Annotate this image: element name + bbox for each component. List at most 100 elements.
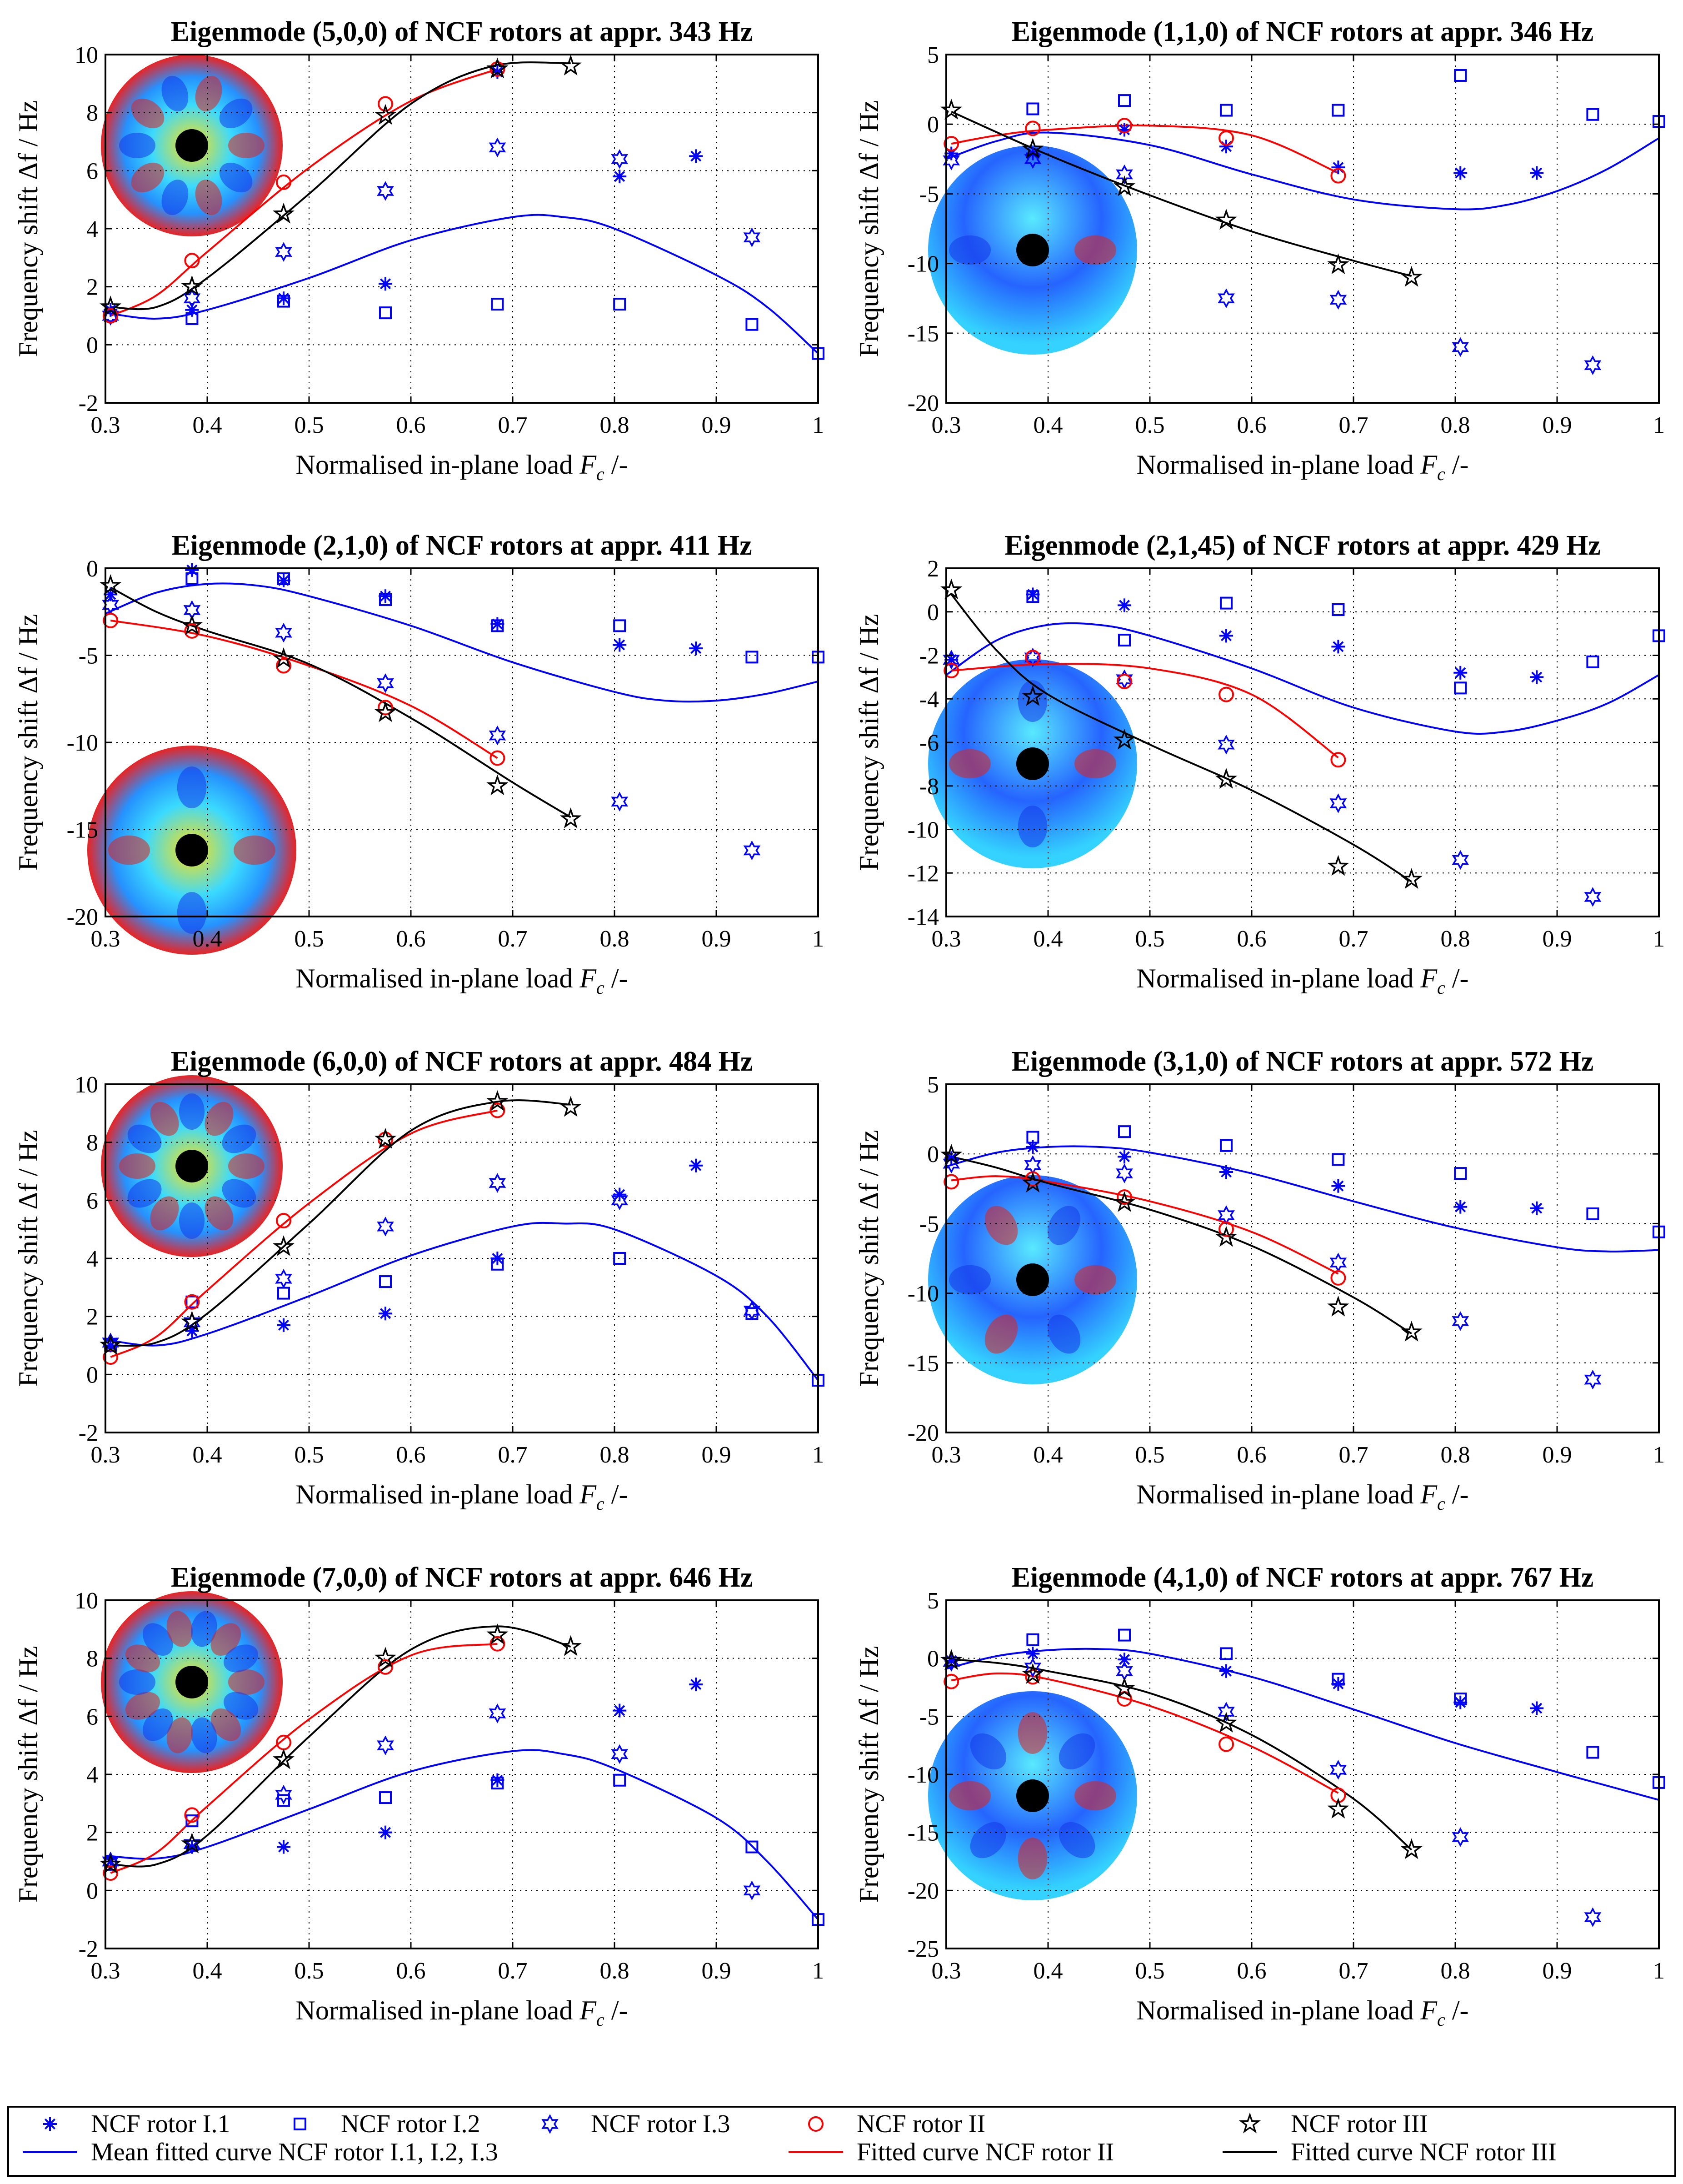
point-II bbox=[276, 174, 291, 190]
x-tick-label: 0.7 bbox=[1339, 1958, 1368, 1984]
x-tick-label: 0.5 bbox=[1135, 926, 1165, 952]
point-I3 bbox=[1116, 164, 1133, 185]
x-tick-label: 0.8 bbox=[1441, 1442, 1470, 1468]
point-I1 bbox=[1530, 670, 1544, 684]
x-axis-unit: /- bbox=[604, 1995, 628, 2025]
legend-item-fitI: Mean fitted curve NCF rotor I.1, I.2, I.… bbox=[23, 2138, 498, 2166]
point-I1 bbox=[379, 1825, 392, 1839]
x-tick-label: 0.8 bbox=[1441, 1958, 1470, 1984]
point-I1 bbox=[1453, 1200, 1468, 1214]
x-axis-symbol: F bbox=[1420, 963, 1438, 993]
x-tick-label: 0.6 bbox=[396, 926, 426, 952]
y-tick-label: 10 bbox=[75, 1072, 98, 1098]
x-tick-label: 0.8 bbox=[600, 926, 629, 952]
point-III bbox=[486, 1623, 509, 1645]
point-III bbox=[1022, 1172, 1044, 1193]
data-markers bbox=[100, 1623, 824, 1926]
mode-shape-lobe bbox=[125, 1692, 160, 1720]
point-I1 bbox=[613, 638, 627, 652]
point-I3 bbox=[1329, 1760, 1347, 1780]
point-II bbox=[944, 136, 959, 152]
legend-label: NCF rotor I.3 bbox=[591, 2110, 730, 2138]
mode-shape-inset bbox=[928, 659, 1137, 868]
x-axis-unit: /- bbox=[1445, 963, 1469, 993]
legend-item-I1: NCF rotor I.1 bbox=[43, 2110, 230, 2138]
point-II bbox=[1117, 1189, 1132, 1205]
point-I1 bbox=[277, 1840, 290, 1854]
chart-panel-6: 0.3 0.4 0.5 0.6 0.7 0.8 0.9 1 -20 -15 -10 -5 0 5 Eigen… bbox=[854, 1046, 1665, 1514]
point-III bbox=[559, 807, 582, 829]
point-II bbox=[378, 700, 393, 716]
legend-marker-I1-stroke bbox=[44, 2118, 56, 2130]
x-tick-label: 0.8 bbox=[600, 1442, 629, 1468]
point-I1 bbox=[1219, 1165, 1233, 1179]
point-I3 bbox=[1024, 149, 1042, 169]
mode-shape-lobe bbox=[1059, 1733, 1095, 1770]
mode-shape-lobe bbox=[125, 1644, 160, 1673]
x-tick-label: 0.6 bbox=[396, 412, 426, 438]
legend-item-II: NCF rotor II bbox=[808, 2110, 985, 2138]
point-I3 bbox=[1116, 1163, 1133, 1183]
x-tick-label: 0.3 bbox=[932, 412, 961, 438]
y-tick-label: 5 bbox=[927, 1072, 939, 1098]
mode-shape-lobe bbox=[161, 75, 189, 111]
point-I2 bbox=[1332, 603, 1345, 616]
mode-shape-lobe bbox=[210, 1623, 241, 1656]
point-I1-stroke bbox=[1119, 1654, 1130, 1665]
legend-label: Fitted curve NCF rotor II bbox=[857, 2138, 1114, 2166]
point-I3 bbox=[377, 673, 394, 693]
x-tick-label: 0.8 bbox=[1441, 926, 1470, 952]
chart-panel-5: 0.3 0.4 0.5 0.6 0.7 0.8 0.9 1 -2 0 2 4 6 8 10 Eigenmode… bbox=[13, 1046, 824, 1514]
y-tick-label: -10 bbox=[908, 251, 939, 277]
x-tick-label: 0.5 bbox=[295, 926, 324, 952]
y-tick-label: -8 bbox=[919, 774, 939, 800]
point-III bbox=[1327, 1295, 1349, 1317]
point-I3 bbox=[1584, 1907, 1602, 1927]
x-tick-label: 0.5 bbox=[1135, 412, 1165, 438]
mode-shape-lobe bbox=[949, 1265, 991, 1295]
point-II bbox=[489, 1102, 505, 1118]
point-I1 bbox=[1530, 1201, 1544, 1215]
y-tick-label: 5 bbox=[927, 1588, 939, 1614]
legend-marker-III bbox=[1239, 2112, 1261, 2134]
x-axis-label-text: Normalised in-plane load bbox=[296, 963, 580, 993]
y-tick-label: 6 bbox=[86, 1704, 98, 1730]
point-I1 bbox=[689, 149, 703, 163]
mode-shape-lobe bbox=[205, 1196, 234, 1231]
data-markers bbox=[940, 578, 1665, 907]
mode-shape-lobe bbox=[166, 1611, 193, 1647]
point-I1 bbox=[689, 1678, 703, 1692]
point-I3 bbox=[611, 1190, 629, 1210]
mode-shape-lobe bbox=[219, 98, 253, 129]
point-I1-stroke bbox=[1531, 167, 1543, 179]
x-tick-label: 0.4 bbox=[1034, 1958, 1063, 1984]
y-tick-label: -20 bbox=[908, 1420, 939, 1446]
x-tick-label: 1 bbox=[1653, 1442, 1665, 1468]
point-II bbox=[1330, 1270, 1346, 1286]
mode-shape-lobe bbox=[970, 1822, 1007, 1858]
point-I1 bbox=[613, 170, 627, 184]
point-II bbox=[276, 1213, 291, 1229]
point-I1-stroke bbox=[1531, 1202, 1543, 1214]
point-I3 bbox=[1329, 290, 1347, 310]
point-I2 bbox=[1586, 655, 1599, 668]
x-axis-label-text: Normalised in-plane load bbox=[1137, 450, 1421, 480]
y-tick-label: -6 bbox=[919, 730, 939, 756]
point-I1 bbox=[1530, 1701, 1544, 1715]
legend-item-fitII: Fitted curve NCF rotor II bbox=[789, 2138, 1114, 2166]
curve-fitIII bbox=[950, 594, 1412, 883]
x-tick-label: 0.7 bbox=[498, 1442, 528, 1468]
y-tick-label: -10 bbox=[908, 1281, 939, 1307]
point-I2 bbox=[1026, 102, 1039, 115]
point-I2 bbox=[491, 619, 504, 632]
x-axis-symbol: F bbox=[579, 1479, 597, 1509]
point-I1 bbox=[379, 1307, 392, 1321]
mode-shape-lobe bbox=[190, 1611, 217, 1647]
x-axis-label: Normalised in-plane load Fc /- bbox=[296, 450, 628, 484]
curve-fitIII bbox=[110, 1099, 571, 1347]
chart-title: Eigenmode (6,0,0) of NCF rotors at appr.… bbox=[171, 1046, 753, 1077]
x-axis-symbol: F bbox=[1420, 1479, 1438, 1509]
point-I3 bbox=[743, 1301, 761, 1321]
x-tick-label: 0.6 bbox=[396, 1958, 426, 1984]
point-I2 bbox=[1454, 1693, 1467, 1706]
